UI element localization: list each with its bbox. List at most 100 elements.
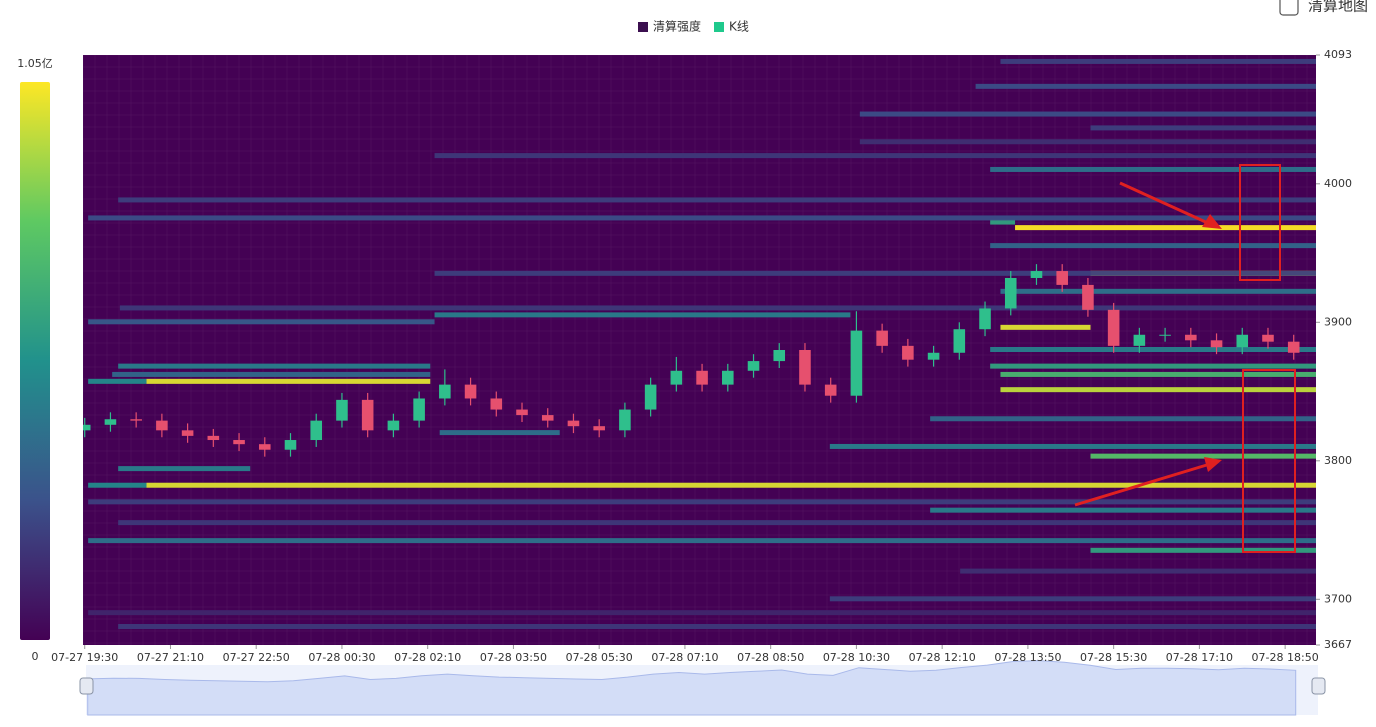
candle-body xyxy=(979,308,991,330)
x-tick-label: 07-28 12:10 xyxy=(909,651,976,664)
candle-body xyxy=(130,419,142,421)
candle-body xyxy=(1030,271,1043,278)
candle-body xyxy=(541,415,554,421)
candle-body xyxy=(439,384,451,399)
candle-body xyxy=(1210,340,1223,348)
liquidation-band xyxy=(118,363,431,369)
liquidation-band xyxy=(1000,387,1316,393)
y-tick-label: 3700 xyxy=(1324,592,1352,605)
candle-body xyxy=(464,384,477,399)
x-tick-label: 07-28 03:50 xyxy=(480,651,547,664)
candle-body xyxy=(876,330,888,346)
colorbar-label: 1.05亿 xyxy=(17,57,53,70)
liquidation-band xyxy=(859,111,1316,117)
x-tick-label: 07-28 08:50 xyxy=(737,651,804,664)
liquidation-band xyxy=(118,466,251,472)
candle-body xyxy=(747,361,760,371)
candle-body xyxy=(336,399,348,421)
annotations xyxy=(1074,164,1296,553)
liquidation-band xyxy=(434,153,1316,159)
liquidation-band xyxy=(88,499,1316,505)
colorbar-label: 0 xyxy=(32,650,39,663)
arrow xyxy=(1119,181,1211,226)
candle-body xyxy=(1133,334,1146,346)
navigator-handle[interactable] xyxy=(79,677,94,695)
x-tick-label: 07-28 18:50 xyxy=(1252,651,1319,664)
candle-body xyxy=(258,444,271,450)
liquidation-band xyxy=(990,166,1316,172)
candle-body xyxy=(413,398,425,421)
legend: 清算强度 K线 xyxy=(638,19,749,34)
candle-body xyxy=(1185,334,1197,341)
candle-body xyxy=(644,384,657,410)
liquidation-band xyxy=(990,347,1316,352)
candle-body xyxy=(927,352,940,360)
liquidation-band xyxy=(118,623,1316,629)
navigator-series xyxy=(87,660,1297,716)
candle-body xyxy=(1004,277,1017,309)
candle-body xyxy=(83,424,91,431)
y-tick-label: 3667 xyxy=(1324,638,1352,651)
highlight-box xyxy=(1242,369,1296,553)
y-tick-label: 3900 xyxy=(1324,315,1352,328)
liquidation-band xyxy=(859,139,1316,145)
x-tick-label: 07-28 05:30 xyxy=(566,651,633,664)
liquidation-band xyxy=(1090,453,1316,459)
liquidation-band xyxy=(112,371,431,377)
colorbar xyxy=(20,82,50,640)
liquidation-band xyxy=(1090,547,1316,553)
liquidation-band xyxy=(1000,288,1316,294)
liquidation-band xyxy=(88,319,435,325)
liquidation-band xyxy=(439,430,560,436)
candle-body xyxy=(593,426,605,431)
candle-body xyxy=(490,398,503,410)
liquidation-band xyxy=(88,482,147,488)
liquidation-band xyxy=(975,83,1316,89)
liquidation-band xyxy=(1015,225,1316,231)
navigator-handle[interactable] xyxy=(1311,677,1326,695)
candle-body xyxy=(696,370,708,385)
toggle-checkbox[interactable] xyxy=(1279,0,1299,16)
liquidation-band xyxy=(1090,125,1316,131)
candle-body xyxy=(284,440,297,450)
x-tick-label: 07-28 00:30 xyxy=(308,651,375,664)
liquidation-band xyxy=(960,568,1316,574)
candle-body xyxy=(1262,334,1274,342)
x-tick-label: 07-27 22:50 xyxy=(223,651,290,664)
candle-body xyxy=(824,384,837,396)
legend-swatch xyxy=(714,22,724,32)
liquidation-band xyxy=(88,215,1316,221)
candle-body xyxy=(773,350,786,362)
x-tick-label: 07-28 02:10 xyxy=(394,651,461,664)
legend-label[interactable]: 清算强度 xyxy=(653,19,701,34)
legend-label[interactable]: K线 xyxy=(729,20,749,34)
navigator-area xyxy=(87,660,1297,716)
liquidation-band xyxy=(88,538,1316,544)
liquidation-band xyxy=(434,270,1316,276)
legend-swatch xyxy=(638,22,648,32)
candle-body xyxy=(670,370,683,385)
candle-body xyxy=(1082,284,1094,310)
candle-body xyxy=(516,409,528,416)
toggle-label[interactable]: 清算地图 xyxy=(1308,0,1368,15)
liquidation-band xyxy=(930,507,1316,513)
liquidation-band xyxy=(119,305,1316,311)
candle-body xyxy=(207,435,220,441)
liquidation-band xyxy=(118,520,1316,526)
candle-body xyxy=(310,420,323,441)
liquidation-band xyxy=(1000,58,1316,64)
arrow-head xyxy=(1204,457,1222,472)
candle-body xyxy=(104,419,117,425)
arrow xyxy=(1074,462,1211,507)
liquidation-band xyxy=(1000,324,1091,330)
y-tick-label: 4000 xyxy=(1324,177,1352,190)
x-tick-label: 07-28 15:30 xyxy=(1080,651,1147,664)
candle-body xyxy=(1287,341,1300,353)
candle-body xyxy=(181,430,194,436)
candle-body xyxy=(1107,309,1120,346)
candle-body xyxy=(722,370,734,385)
x-tick-label: 07-28 17:10 xyxy=(1166,651,1233,664)
liquidation-band xyxy=(829,443,1316,449)
candle-body xyxy=(156,420,168,431)
candle-body xyxy=(619,409,631,431)
